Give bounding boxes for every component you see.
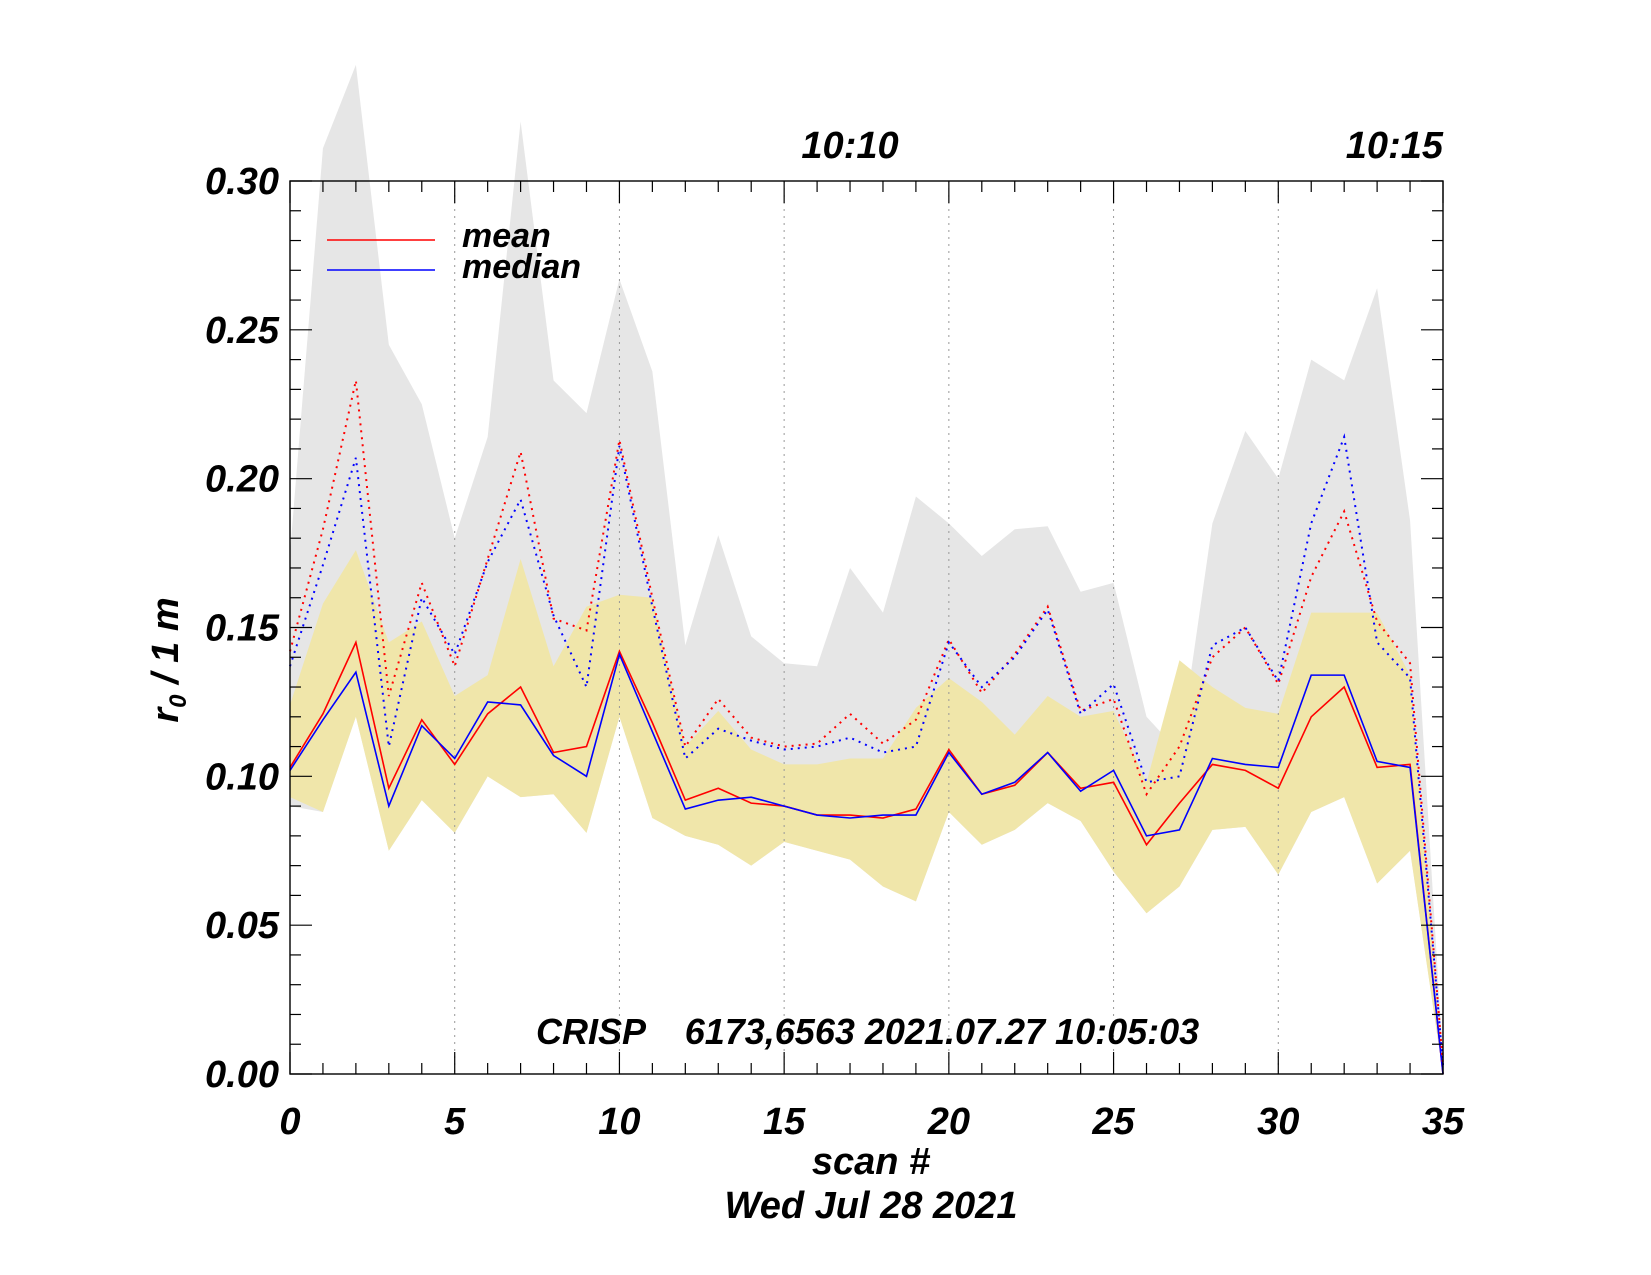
y-tick-label-4: 0.20	[205, 459, 279, 501]
y-label-sub: 0	[165, 694, 192, 708]
x-tick-label-25: 25	[1091, 1101, 1135, 1143]
x-tick-label-10: 10	[598, 1101, 640, 1143]
band-inner-range	[290, 550, 1443, 1074]
top-time-label-0: 10:10	[801, 125, 898, 167]
series-median-upper-dotted	[289, 433, 1444, 1066]
legend-median-label: median	[462, 248, 581, 286]
y-tick-label-0: 0.00	[205, 1054, 279, 1096]
x-tick-label-5: 5	[444, 1101, 466, 1143]
x-tick-label-15: 15	[763, 1101, 806, 1143]
y-tick-label-5: 0.25	[205, 310, 280, 352]
y-tick-label-2: 0.10	[205, 756, 279, 798]
y-tick-label-6: 0.30	[205, 161, 279, 203]
series-median	[289, 651, 1444, 1075]
x-tick-label-20: 20	[927, 1101, 970, 1143]
data-series	[289, 380, 1444, 1075]
x-tick-label-30: 30	[1257, 1101, 1299, 1143]
y-tick-label-3: 0.15	[205, 608, 280, 650]
tick-marks	[289, 180, 1444, 1075]
tick-labels: 0 5 10 15 20 25 30 35 0.00 0.05 0.10 0.15 0.20 0.25 0.…	[205, 125, 1465, 1143]
range-bands	[290, 64, 1443, 1074]
vertical-gridlines	[454, 181, 1279, 1074]
x-tick-label-35: 35	[1422, 1101, 1465, 1143]
legend-mean-label: mean	[462, 217, 551, 255]
y-tick-label-1: 0.05	[205, 905, 280, 947]
y-label-rest: / 1 m	[145, 597, 187, 694]
chart-annotation: CRISP 6173,6563 2021.07.27 10:05:03	[536, 1011, 1199, 1052]
x-axis-label: scan #	[812, 1141, 931, 1183]
x-tick-label-0: 0	[279, 1101, 300, 1143]
series-mean-upper-dotted	[289, 380, 1444, 1066]
top-time-label-1: 10:15	[1346, 125, 1444, 167]
date-label: Wed Jul 28 2021	[725, 1185, 1018, 1227]
y-label-r: r	[145, 706, 187, 723]
y-axis-label: r0 / 1 m	[145, 597, 192, 722]
legend: mean median	[327, 217, 581, 286]
